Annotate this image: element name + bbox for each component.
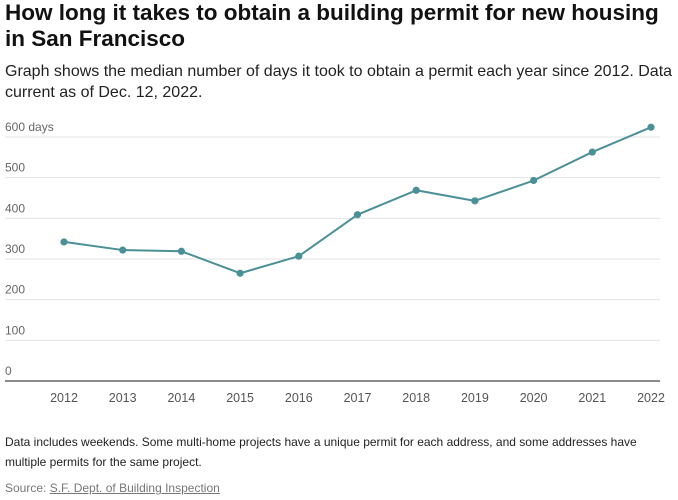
data-point-2019[interactable] xyxy=(471,197,479,205)
data-point-2020[interactable] xyxy=(530,176,538,185)
data-point-2016[interactable] xyxy=(295,252,303,260)
x-tick-label-2014: 2014 xyxy=(167,391,195,405)
y-tick-label-600: 600 days xyxy=(5,120,54,134)
x-tick-label-2013: 2013 xyxy=(109,391,137,405)
data-point-2013[interactable] xyxy=(119,246,127,254)
data-point-2017[interactable] xyxy=(353,211,362,219)
y-tick-label-400: 400 xyxy=(5,201,25,215)
y-tick-label-0: 0 xyxy=(5,364,12,378)
source-label: Source: xyxy=(5,481,50,495)
source-line: Source: S.F. Dept. of Building Inspectio… xyxy=(5,481,220,495)
x-tick-label-2020: 2020 xyxy=(520,391,548,405)
x-tick-label-2021: 2021 xyxy=(578,391,606,405)
data-point-2015[interactable] xyxy=(236,269,244,277)
data-point-2014[interactable] xyxy=(177,247,185,255)
data-point-2022[interactable] xyxy=(647,123,655,131)
series-layer xyxy=(60,123,655,277)
x-tick-label-2015: 2015 xyxy=(226,391,254,405)
x-tick-label-2012: 2012 xyxy=(50,391,78,405)
chart-subtitle: Graph shows the median number of days it… xyxy=(5,63,673,101)
x-tick-label-2022: 2022 xyxy=(637,391,665,405)
data-point-2018[interactable] xyxy=(412,186,420,194)
data-point-2012[interactable] xyxy=(60,238,68,246)
y-tick-label-100: 100 xyxy=(5,323,25,337)
chart-title: How long it takes to obtain a building p… xyxy=(5,0,659,51)
series-line-0 xyxy=(63,126,652,275)
x-tick-label-2018: 2018 xyxy=(402,391,430,405)
x-tick-label-2016: 2016 xyxy=(285,391,313,405)
footnote: Data includes weekends. Some multi-home … xyxy=(5,435,637,469)
source-link[interactable]: S.F. Dept. of Building Inspection xyxy=(49,481,220,495)
data-point-2021[interactable] xyxy=(588,148,596,156)
y-axis-ticks: 0 100 200 300 400 500 600 days xyxy=(5,120,54,378)
y-tick-label-200: 200 xyxy=(5,283,25,297)
x-tick-label-2017: 2017 xyxy=(344,391,372,405)
x-tick-label-2019: 2019 xyxy=(461,391,489,405)
y-tick-label-500: 500 xyxy=(5,161,25,175)
x-axis-ticks: 2012 2013 2014 2015 2016 2017 2018 2019 2020 2021… xyxy=(50,391,665,405)
grid-layer xyxy=(5,136,660,382)
y-tick-label-300: 300 xyxy=(5,242,25,256)
